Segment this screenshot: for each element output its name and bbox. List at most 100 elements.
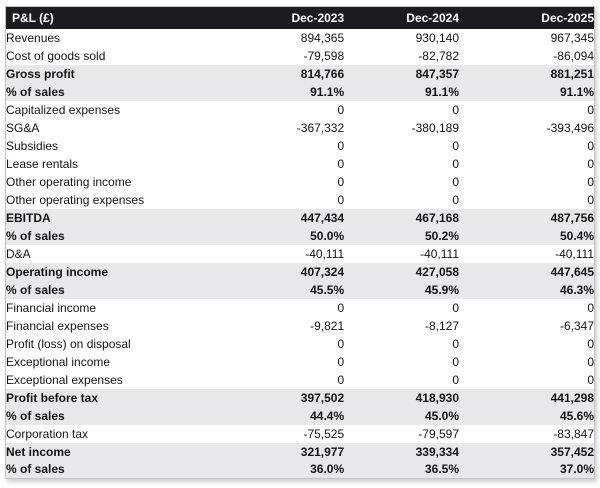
row-value: 0 — [452, 156, 459, 171]
row-label: % of sales — [6, 282, 65, 297]
row-value: 0 — [452, 300, 459, 315]
row-value: 407,324 — [300, 264, 345, 279]
row-value: 814,766 — [300, 66, 345, 81]
pl-table: P&L (£) Dec-2023 Dec-2024 Dec-2025 Reven… — [5, 6, 595, 479]
row-value: 0 — [337, 372, 345, 387]
table-row: Corporation tax -75,525 -79,597 -83,847 — [5, 424, 595, 443]
row-value: -40,111 — [420, 246, 459, 261]
row-value: -40,111 — [555, 246, 594, 261]
row-value: 0 — [587, 192, 594, 207]
table-row: Lease rentals 0 0 0 — [5, 154, 595, 173]
row-value: 0 — [587, 354, 594, 369]
row-value: 418,930 — [415, 390, 459, 405]
row-label: Subsidies — [6, 138, 59, 153]
row-value: 321,977 — [300, 444, 345, 459]
row-value: 467,168 — [415, 210, 459, 225]
row-value: 0 — [337, 156, 345, 171]
row-label: Financial income — [6, 300, 97, 315]
row-value: 427,058 — [415, 264, 459, 279]
row-value: 0 — [587, 300, 594, 315]
row-value: 0 — [587, 138, 594, 153]
row-value: 0 — [452, 372, 459, 387]
row-value: -8,127 — [424, 318, 459, 333]
row-value: 847,357 — [415, 66, 459, 81]
row-value: 0 — [587, 372, 594, 387]
table-row: Financial income 0 0 0 — [5, 298, 595, 317]
table-row: % of sales 91.1% 91.1% 91.1% — [5, 82, 595, 101]
row-value: 36.5% — [424, 462, 459, 477]
row-value: 45.6% — [559, 408, 594, 423]
table-body: Revenues 894,365 930,140 967,345 Cost of goo… — [5, 28, 595, 479]
row-value: 930,140 — [415, 30, 459, 45]
row-value: 50.4% — [559, 228, 594, 243]
row-label: EBITDA — [6, 210, 51, 225]
row-label: Capitalized expenses — [6, 102, 121, 117]
row-value: 339,334 — [415, 444, 459, 459]
row-value: 0 — [337, 336, 345, 351]
table-title: P&L (£) — [12, 10, 54, 25]
row-label: Cost of goods sold — [6, 48, 106, 63]
row-value: 37.0% — [559, 462, 594, 477]
row-value: -86,094 — [553, 48, 594, 63]
table-row: Profit (loss) on disposal 0 0 0 — [5, 334, 595, 353]
row-value: -6,347 — [559, 318, 594, 333]
row-value: -79,598 — [303, 48, 345, 63]
table-row: % of sales 44.4% 45.0% 45.6% — [5, 406, 595, 425]
row-value: 46.3% — [559, 282, 594, 297]
header-row: P&L (£) Dec-2023 Dec-2024 Dec-2025 — [5, 6, 595, 29]
row-value: 0 — [337, 300, 345, 315]
row-label: Operating income — [6, 264, 109, 279]
table-row: Operating income 407,324 427,058 447,645 — [5, 262, 595, 281]
row-value: 487,756 — [550, 210, 594, 225]
row-value: 0 — [452, 336, 459, 351]
row-label: Net income — [6, 444, 71, 459]
row-value: 0 — [452, 354, 459, 369]
row-value: 0 — [452, 138, 459, 153]
row-label: Exceptional income — [6, 354, 111, 369]
row-value: 0 — [587, 102, 594, 117]
row-value: -393,496 — [546, 120, 594, 135]
table-row: % of sales 45.5% 45.9% 46.3% — [5, 280, 595, 299]
row-value: -82,782 — [418, 48, 459, 63]
table-row: Exceptional expenses 0 0 0 — [5, 370, 595, 389]
row-value: 0 — [337, 174, 345, 189]
row-value: 45.9% — [424, 282, 459, 297]
table-row: Exceptional income 0 0 0 — [5, 352, 595, 371]
row-value: 0 — [337, 102, 345, 117]
column-header-dec-2025: Dec-2025 — [541, 10, 594, 25]
table-row: % of sales 36.0% 36.5% 37.0% — [5, 460, 595, 479]
row-value: 881,251 — [550, 66, 594, 81]
row-value: 0 — [587, 174, 594, 189]
row-value: 91.1% — [559, 84, 594, 99]
table-row: % of sales 50.0% 50.2% 50.4% — [5, 226, 595, 245]
row-value: 50.2% — [424, 228, 459, 243]
row-value: 91.1% — [310, 84, 345, 99]
row-label: SG&A — [6, 120, 40, 135]
row-label: Financial expenses — [6, 318, 109, 333]
row-value: 0 — [452, 174, 459, 189]
row-label: D&A — [6, 246, 31, 261]
row-label: Profit (loss) on disposal — [6, 336, 131, 351]
pl-statement-table: P&L (£) Dec-2023 Dec-2024 Dec-2025 Reven… — [5, 6, 595, 479]
row-label: Other operating expenses — [6, 192, 145, 207]
row-label: Revenues — [6, 30, 61, 45]
table-row: Profit before tax 397,502 418,930 441,298 — [5, 388, 595, 407]
row-label: Profit before tax — [6, 390, 99, 405]
row-value: 0 — [452, 102, 459, 117]
row-label: % of sales — [6, 462, 65, 477]
row-value: -79,597 — [418, 426, 459, 441]
row-label: % of sales — [6, 228, 65, 243]
row-value: 357,452 — [550, 444, 594, 459]
table-row: D&A -40,111 -40,111 -40,111 — [5, 244, 595, 263]
row-value: 397,502 — [300, 390, 345, 405]
row-value: 36.0% — [310, 462, 345, 477]
row-value: 0 — [337, 192, 345, 207]
row-value: 50.0% — [310, 228, 345, 243]
row-value: 0 — [587, 336, 594, 351]
row-value: 447,434 — [300, 210, 345, 225]
row-value: 0 — [587, 156, 594, 171]
table-row: Subsidies 0 0 0 — [5, 136, 595, 155]
row-label: % of sales — [6, 408, 65, 423]
row-value: 0 — [337, 138, 345, 153]
row-value: 45.5% — [310, 282, 345, 297]
